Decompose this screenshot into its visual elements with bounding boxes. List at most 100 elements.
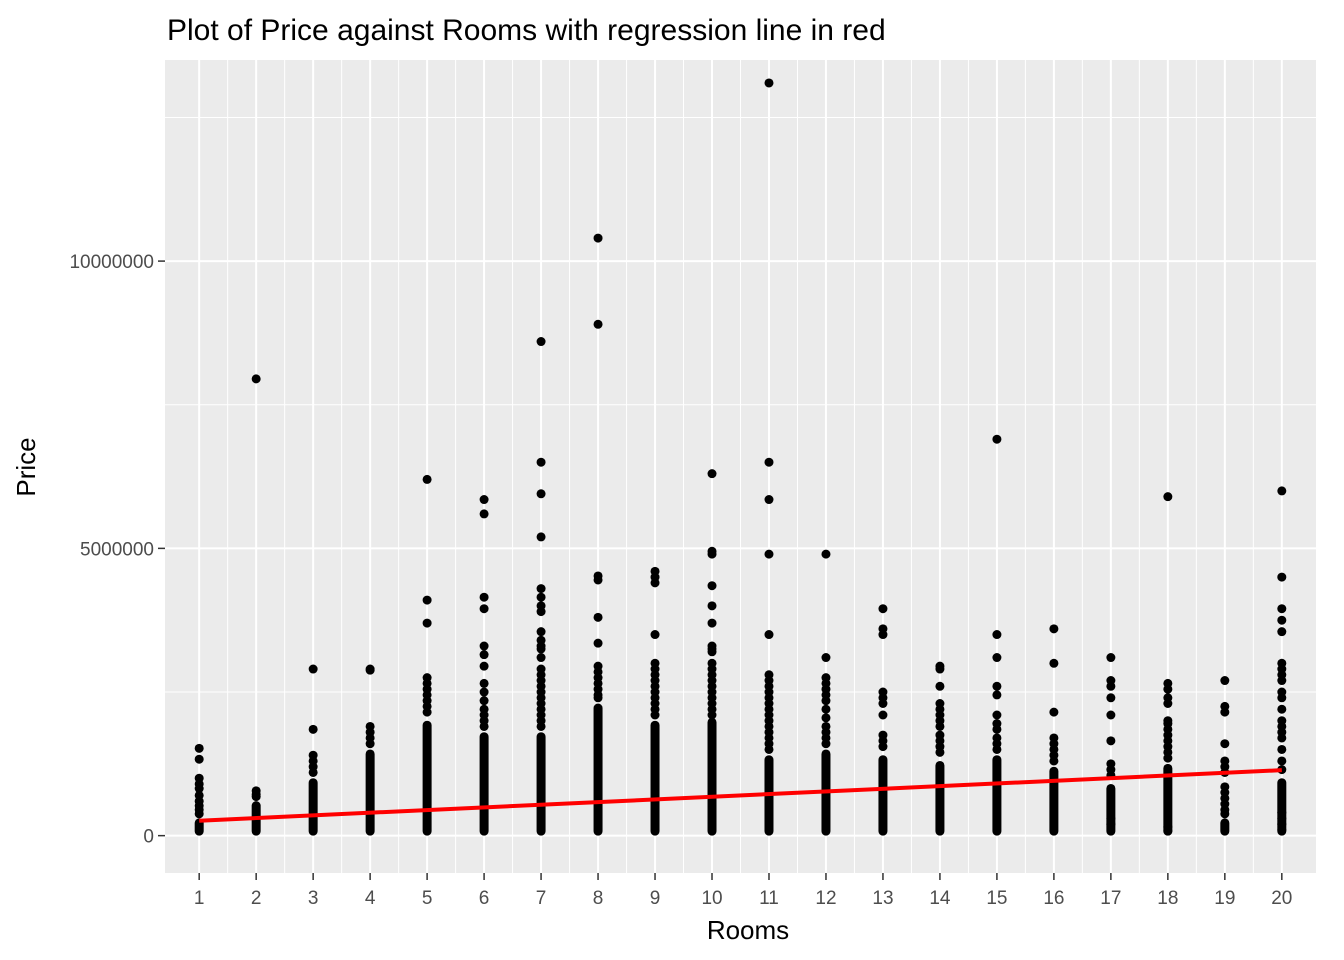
data-point xyxy=(707,618,717,628)
data-point xyxy=(992,653,1002,663)
data-point xyxy=(536,532,546,542)
dense-point-cluster xyxy=(1049,766,1059,836)
data-point xyxy=(821,696,831,706)
x-tick-label: 18 xyxy=(1157,888,1178,909)
x-tick-label: 11 xyxy=(759,888,779,909)
y-tick-label: 0 xyxy=(143,827,154,848)
dense-point-cluster xyxy=(878,755,888,836)
data-point xyxy=(821,739,831,749)
data-point xyxy=(536,457,546,467)
regression-line xyxy=(199,768,1282,823)
data-point xyxy=(479,604,489,614)
data-point xyxy=(479,696,489,706)
data-point xyxy=(821,713,831,723)
data-point xyxy=(536,607,546,617)
data-point xyxy=(1220,739,1230,749)
x-tick-label: 6 xyxy=(479,888,490,909)
data-point xyxy=(821,653,831,663)
data-point xyxy=(422,595,432,605)
data-point xyxy=(764,630,774,640)
data-point xyxy=(821,704,831,714)
dense-point-cluster xyxy=(479,732,489,836)
dense-point-cluster xyxy=(935,760,945,836)
data-point xyxy=(308,664,318,674)
dense-point-cluster xyxy=(707,717,717,836)
data-point xyxy=(1049,624,1059,634)
x-tick-label: 14 xyxy=(929,888,951,909)
dense-point-cluster xyxy=(194,818,204,836)
data-points xyxy=(194,78,1287,836)
x-axis-title: Rooms xyxy=(707,915,789,945)
data-point xyxy=(194,784,204,794)
data-point xyxy=(821,549,831,559)
data-point xyxy=(479,661,489,671)
data-point xyxy=(593,575,603,585)
data-point xyxy=(764,744,774,754)
data-point xyxy=(992,724,1002,734)
data-point xyxy=(422,618,432,628)
data-point xyxy=(1163,826,1173,836)
data-point xyxy=(1277,627,1287,637)
regression-line-group xyxy=(199,768,1282,823)
data-point xyxy=(1277,693,1287,703)
x-tick-label: 8 xyxy=(593,888,604,909)
data-point xyxy=(479,678,489,688)
data-point xyxy=(308,767,318,777)
data-point xyxy=(536,644,546,654)
data-point xyxy=(1277,572,1287,582)
data-point xyxy=(707,647,717,657)
x-tick-label: 5 xyxy=(422,888,433,909)
data-point xyxy=(1277,604,1287,614)
dense-point-cluster xyxy=(536,732,546,836)
data-point xyxy=(707,581,717,591)
chart-title: Plot of Price against Rooms with regress… xyxy=(167,14,886,47)
y-axis-title: Price xyxy=(11,437,41,496)
data-point xyxy=(1220,809,1230,819)
data-point xyxy=(1277,733,1287,743)
data-point xyxy=(707,710,717,720)
data-point xyxy=(593,638,603,648)
data-point xyxy=(1106,693,1116,703)
data-point xyxy=(1220,707,1230,717)
dense-point-cluster xyxy=(593,703,603,836)
data-point xyxy=(536,489,546,499)
data-point xyxy=(479,495,489,505)
data-point xyxy=(479,687,489,697)
dense-point-cluster xyxy=(1163,763,1173,836)
data-point xyxy=(650,578,660,588)
data-point xyxy=(707,601,717,611)
data-point xyxy=(764,78,774,88)
x-tick-label: 10 xyxy=(701,888,722,909)
data-point xyxy=(593,233,603,243)
data-point xyxy=(536,592,546,602)
data-point xyxy=(878,630,888,640)
data-point xyxy=(194,743,204,753)
data-point xyxy=(992,630,1002,640)
x-tick-label: 20 xyxy=(1271,888,1292,909)
data-point xyxy=(878,742,888,752)
data-point xyxy=(479,721,489,731)
data-point xyxy=(1277,744,1287,754)
data-point xyxy=(365,665,375,675)
data-point xyxy=(992,710,1002,720)
data-point xyxy=(1163,492,1173,502)
dense-point-cluster xyxy=(308,778,318,836)
data-point xyxy=(764,549,774,559)
data-point xyxy=(593,612,603,622)
data-point xyxy=(536,584,546,594)
data-point xyxy=(878,604,888,614)
dense-point-cluster xyxy=(365,749,375,836)
data-point xyxy=(1049,658,1059,668)
data-point xyxy=(1106,736,1116,746)
data-point xyxy=(1106,819,1116,829)
x-tick-label: 9 xyxy=(650,888,661,909)
data-point xyxy=(365,739,375,749)
data-point xyxy=(536,653,546,663)
data-point xyxy=(593,693,603,703)
data-point xyxy=(422,707,432,717)
data-point xyxy=(650,710,660,720)
data-point xyxy=(1049,707,1059,717)
x-tick-label: 16 xyxy=(1043,888,1064,909)
data-point xyxy=(650,630,660,640)
data-point xyxy=(1220,676,1230,686)
